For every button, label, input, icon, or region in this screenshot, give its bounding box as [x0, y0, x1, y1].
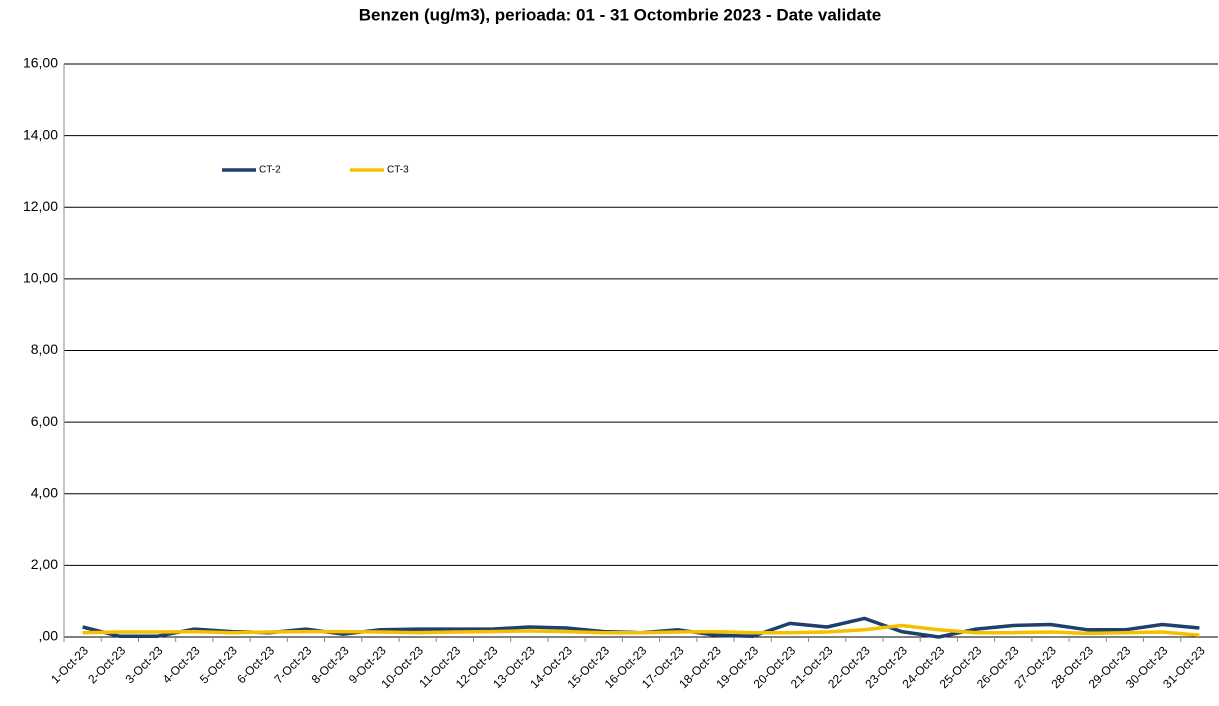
y-tick-label: 8,00 [31, 341, 58, 357]
x-tick-label: 5-Oct-23 [197, 643, 240, 686]
y-tick-label: 6,00 [31, 413, 58, 429]
x-tick-label: 8-Oct-23 [309, 643, 352, 686]
series-line [82, 623, 1200, 637]
x-tick-label: 4-Oct-23 [160, 643, 203, 686]
x-tick-label: 7-Oct-23 [271, 643, 314, 686]
legend-label: CT-3 [387, 165, 409, 176]
x-tick-label: 2-Oct-23 [85, 643, 128, 686]
x-tick-label: 3-Oct-23 [123, 643, 166, 686]
x-tick-label: 1-Oct-23 [48, 643, 91, 686]
chart-title: Benzen (ug/m3), perioada: 01 - 31 Octomb… [359, 5, 881, 24]
y-tick-label: ,00 [39, 628, 59, 644]
legend-label: CT-2 [259, 165, 281, 176]
y-tick-label: 14,00 [23, 126, 58, 142]
x-tick-label: 6-Oct-23 [234, 643, 277, 686]
y-tick-label: 16,00 [23, 55, 58, 71]
y-tick-label: 2,00 [31, 556, 58, 572]
y-tick-label: 12,00 [23, 198, 58, 214]
y-tick-label: 10,00 [23, 270, 58, 286]
y-tick-label: 4,00 [31, 484, 58, 500]
